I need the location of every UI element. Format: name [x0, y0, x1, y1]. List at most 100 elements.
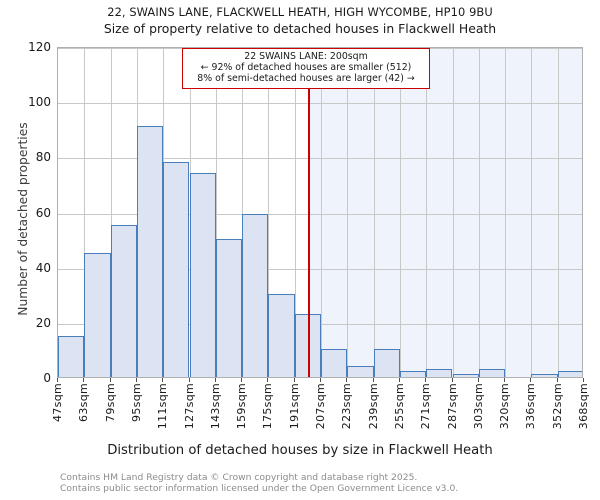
x-axis-tick-label: 287sqm: [445, 383, 459, 430]
x-axis-tick-mark: [267, 378, 269, 382]
x-axis-tick-label: 95sqm: [129, 383, 143, 422]
histogram-bar: [58, 335, 85, 377]
annotation-line-3: 8% of semi-detached houses are larger (4…: [197, 73, 415, 85]
x-axis-tick-label: 127sqm: [182, 383, 196, 430]
gridline-vertical: [242, 48, 244, 377]
gridline-vertical: [347, 48, 349, 377]
x-axis-tick-mark: [556, 378, 558, 382]
gridline-vertical: [452, 48, 454, 377]
gridline-vertical: [110, 48, 112, 377]
property-annotation-box: 22 SWAINS LANE: 200sqm ← 92% of detached…: [182, 48, 430, 89]
x-axis-tick-mark: [83, 378, 85, 382]
x-axis-tick-label: 175sqm: [261, 383, 275, 430]
x-axis-tick-label: 271sqm: [419, 383, 433, 430]
histogram-bar: [268, 294, 295, 377]
x-axis-tick-label: 239sqm: [366, 383, 380, 430]
x-axis-tick-label: 223sqm: [340, 383, 354, 430]
footer-line-2: Contains public sector information licen…: [60, 483, 459, 494]
histogram-bar: [452, 374, 479, 377]
x-axis-tick-label: 47sqm: [51, 383, 64, 422]
y-axis-tick-label: 80: [35, 150, 51, 165]
x-axis-tick-label: 207sqm: [314, 383, 327, 430]
x-axis-tick-mark: [162, 378, 164, 382]
gridline-horizontal: [58, 268, 582, 270]
histogram-bar: [136, 126, 164, 377]
x-axis-tick-label: 320sqm: [498, 383, 512, 430]
x-axis-tick-mark: [188, 378, 190, 382]
histogram-bar: [399, 371, 427, 377]
gridline-vertical: [373, 48, 375, 377]
x-axis-tick-mark: [109, 378, 111, 382]
x-axis-tick-label: 368sqm: [577, 383, 590, 430]
x-axis-label: Distribution of detached houses by size …: [107, 443, 493, 458]
histogram-bar: [242, 214, 269, 377]
histogram-bar: [557, 371, 582, 377]
gridline-vertical: [399, 48, 401, 377]
x-axis-tick-mark: [293, 378, 295, 382]
x-axis-tick-mark: [398, 378, 400, 382]
histogram-bar: [294, 313, 321, 377]
gridline-vertical: [478, 48, 480, 377]
x-axis-tick-mark: [451, 378, 453, 382]
x-axis-tick-mark: [372, 378, 374, 382]
x-axis-tick-mark: [135, 378, 137, 382]
histogram-bar: [531, 374, 558, 377]
x-axis-tick-mark: [346, 378, 348, 382]
x-axis-tick-mark: [504, 378, 506, 382]
x-axis-tick-label: 303sqm: [471, 383, 485, 430]
y-axis-tick-label: 60: [35, 205, 51, 220]
x-axis-tick-label: 159sqm: [235, 383, 249, 430]
gridline-vertical: [505, 48, 507, 377]
x-axis-tick-label: 143sqm: [208, 383, 222, 430]
x-axis-tick-mark: [477, 378, 479, 382]
footer-attribution: Contains HM Land Registry data © Crown c…: [60, 472, 600, 494]
gridline-horizontal: [58, 158, 582, 160]
histogram-bar: [163, 161, 190, 377]
gridline-vertical: [294, 48, 296, 377]
annotation-line-2: ← 92% of detached houses are smaller (51…: [200, 62, 412, 74]
x-axis-tick-label: 63sqm: [77, 383, 91, 422]
x-axis-tick-label: 336sqm: [524, 383, 538, 430]
y-axis-tick-label: 120: [28, 40, 51, 54]
plot-area: [57, 47, 583, 378]
histogram-bar: [347, 365, 374, 377]
histogram-bar: [478, 368, 506, 377]
gridline-vertical: [215, 48, 217, 377]
x-axis-tick-mark: [320, 378, 321, 382]
x-axis-tick-label: 79sqm: [103, 383, 117, 422]
footer-line-1: Contains HM Land Registry data © Crown c…: [60, 472, 418, 483]
title-address: 22, SWAINS LANE, FLACKWELL HEATH, HIGH W…: [107, 5, 493, 19]
x-axis-tick-mark: [583, 378, 584, 382]
histogram-bar: [373, 349, 400, 377]
gridline-horizontal: [58, 103, 582, 105]
y-axis-tick-label: 20: [35, 315, 51, 330]
x-axis-tick-label: 191sqm: [287, 383, 301, 430]
gridline-vertical: [84, 48, 86, 377]
x-axis-tick-label: 255sqm: [392, 383, 406, 430]
gridline-vertical: [321, 48, 322, 377]
histogram-bar: [84, 252, 111, 377]
x-axis-tick-label: 352sqm: [550, 383, 564, 430]
x-axis-tick-mark: [57, 378, 58, 382]
title-subtitle: Size of property relative to detached ho…: [103, 21, 497, 36]
larger-properties-shaded-region: [309, 48, 582, 377]
y-axis-tick-label: 100: [28, 95, 51, 110]
y-axis-tick-label: 0: [43, 371, 51, 385]
x-axis-tick-mark: [241, 378, 243, 382]
x-axis-tick-mark: [214, 378, 216, 382]
histogram-bar: [110, 225, 137, 377]
gridline-vertical: [557, 48, 559, 377]
annotation-line-1: 22 SWAINS LANE: 200sqm: [244, 51, 368, 62]
histogram-bar: [426, 368, 453, 377]
property-size-marker-line: [308, 48, 311, 377]
histogram-bar: [189, 172, 216, 377]
gridline-vertical: [268, 48, 270, 377]
histogram-bar: [321, 349, 348, 377]
x-axis-tick-label: 111sqm: [156, 383, 170, 430]
y-axis-tick-label: 40: [35, 260, 51, 275]
gridline-horizontal: [58, 213, 582, 215]
gridline-vertical: [426, 48, 428, 377]
x-axis-tick-mark: [425, 378, 427, 382]
histogram-bar: [215, 239, 243, 377]
chart-title: 22, SWAINS LANE, FLACKWELL HEATH, HIGH W…: [0, 4, 600, 37]
